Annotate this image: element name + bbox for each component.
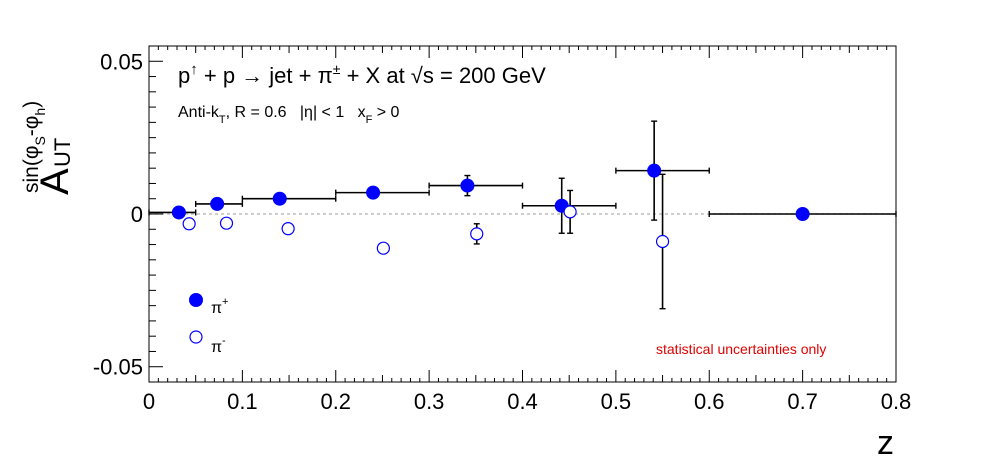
svg-text:A: A	[33, 168, 77, 195]
x-tick-label: 0.4	[507, 389, 538, 414]
svg-text:sin(φS-φh): sin(φS-φh)	[20, 101, 48, 193]
data-point-pi-minus	[281, 222, 295, 236]
y-axis-ticks	[149, 45, 163, 383]
y-tick-label: 0	[131, 202, 143, 227]
y-tick-label: 0.05	[100, 49, 143, 74]
data-point-pi-minus	[563, 205, 577, 219]
x-axis-tick-labels: 0 0.1 0.2 0.3 0.4 0.5 0.6 0.7 0.8	[143, 389, 911, 414]
x-tick-label: 0	[143, 389, 155, 414]
y-axis-title: A UT sin(φS-φh)	[20, 101, 77, 195]
x-tick-label: 0.5	[601, 389, 632, 414]
series-pi-plus	[148, 120, 897, 234]
series-pi-minus	[182, 173, 670, 310]
x-tick-label: 0.2	[320, 389, 351, 414]
x-tick-label: 0.8	[881, 389, 912, 414]
data-point-pi-plus	[272, 191, 287, 206]
legend-marker-pi-plus	[189, 293, 203, 307]
data-point-pi-plus	[366, 185, 381, 200]
annotation-statistical-note: statistical uncertainties only	[656, 341, 826, 357]
chart-subtitle: Anti-kT, R = 0.6 |η| < 1 xF > 0	[178, 104, 400, 126]
x-axis-title: z	[877, 424, 894, 462]
data-point-pi-plus	[171, 205, 186, 220]
data-point-pi-minus	[182, 217, 196, 231]
x-tick-label: 0.1	[227, 389, 258, 414]
data-point-pi-minus	[376, 241, 390, 255]
data-point-pi-plus	[460, 178, 475, 193]
svg-text:UT: UT	[50, 138, 75, 167]
x-tick-label: 0.3	[414, 389, 445, 414]
y-axis-tick-labels: -0.05 0 0.05	[93, 49, 143, 379]
legend: π+ π-	[189, 293, 228, 356]
series-layer	[148, 120, 897, 310]
data-point-pi-plus	[795, 207, 810, 221]
data-point-pi-plus	[647, 163, 662, 178]
legend-marker-pi-minus	[189, 330, 203, 344]
x-axis-ticks	[148, 46, 897, 382]
data-point-pi-minus	[470, 227, 484, 241]
data-point-pi-plus	[210, 196, 225, 211]
x-tick-label: 0.7	[787, 389, 818, 414]
data-point-pi-minus	[219, 216, 234, 230]
y-tick-label: -0.05	[93, 355, 143, 380]
legend-label-pi-minus: π-	[211, 335, 226, 356]
data-point-pi-minus	[655, 234, 670, 249]
x-tick-label: 0.6	[694, 389, 725, 414]
legend-label-pi-plus: π+	[211, 296, 228, 317]
chart-title: p↑ + p → jet + π± + X at √s = 200 GeV	[178, 61, 546, 88]
